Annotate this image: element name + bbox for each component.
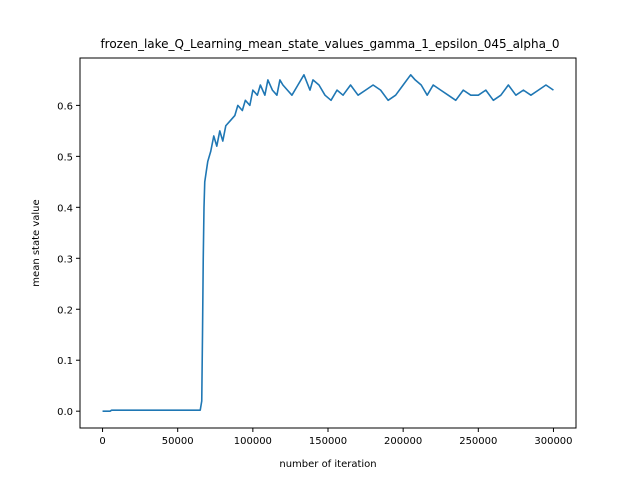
y-tick-label: 0.4 <box>57 203 73 214</box>
x-tick-label: 0 <box>99 436 105 447</box>
y-axis: 0.0 0.1 0.2 0.3 0.4 0.5 0.6 <box>57 101 80 418</box>
y-tick-label: 0.1 <box>57 356 73 367</box>
y-tick-label: 0.5 <box>57 152 73 163</box>
y-tick-label: 0.6 <box>57 101 73 112</box>
x-tick-label: 50000 <box>162 436 194 447</box>
chart-title: frozen_lake_Q_Learning_mean_state_values… <box>100 37 559 51</box>
x-tick-label: 100000 <box>234 436 272 447</box>
x-tick-label: 150000 <box>309 436 347 447</box>
x-axis: 0 50000 100000 150000 200000 250000 300000 <box>99 428 573 447</box>
y-tick-label: 0.3 <box>57 254 73 265</box>
x-axis-label: number of iteration <box>279 459 376 470</box>
y-tick-label: 0.2 <box>57 305 73 316</box>
axes-frame <box>79 57 577 429</box>
x-tick-label: 300000 <box>534 436 572 447</box>
y-tick-label: 0.0 <box>57 407 73 418</box>
series-line-0 <box>102 74 554 412</box>
x-tick-label: 200000 <box>384 436 422 447</box>
plot-area <box>102 74 554 412</box>
x-tick-label: 250000 <box>459 436 497 447</box>
y-axis-label: mean state value <box>31 199 42 286</box>
